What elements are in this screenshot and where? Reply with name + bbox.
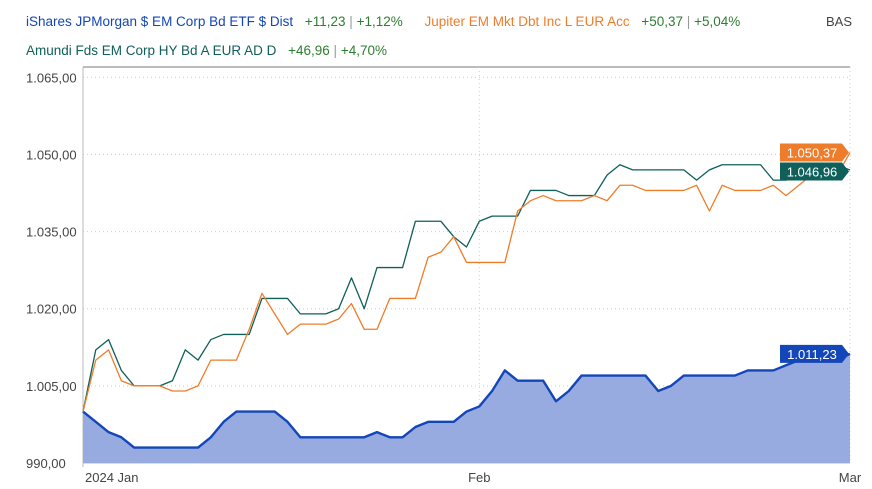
legend-name-jupiter: Jupiter EM Mkt Dbt Inc L EUR Acc xyxy=(424,14,630,29)
y-tick-label: 1.050,00 xyxy=(26,147,77,162)
legend-name-ishares: iShares JPMorgan $ EM Corp Bd ETF $ Dist xyxy=(26,14,294,29)
end-value-label: 1.046,96 xyxy=(787,165,838,180)
legend-item-jupiter[interactable]: Jupiter EM Mkt Dbt Inc L EUR Acc +50,37 … xyxy=(425,14,741,29)
legend-pct-change-jupiter: +5,04% xyxy=(694,14,741,29)
legend-separator: | xyxy=(333,43,338,58)
x-tick-label: 2024 Jan xyxy=(85,470,139,485)
series-line-jupiter xyxy=(82,152,851,412)
legend-row-2: Amundi Fds EM Corp HY Bd A EUR AD D +46,… xyxy=(26,43,405,58)
legend-pct-change-amundi: +4,70% xyxy=(340,43,387,58)
legend-abs-change-amundi: +46,96 xyxy=(288,43,330,58)
series-line-amundi xyxy=(82,164,851,412)
end-value-badge xyxy=(780,162,849,181)
legend-name-amundi: Amundi Fds EM Corp HY Bd A EUR AD D xyxy=(26,43,277,58)
legend-abs-change-jupiter: +50,37 xyxy=(641,14,684,29)
end-value-label: 1.050,37 xyxy=(787,146,838,161)
legend-row-1: iShares JPMorgan $ EM Corp Bd ETF $ Dist… xyxy=(26,14,758,29)
y-tick-label: 1.005,00 xyxy=(26,379,77,394)
corner-label: BAS xyxy=(825,14,852,29)
legend-abs-change-ishares: +11,23 xyxy=(304,14,346,29)
legend-item-ishares[interactable]: iShares JPMorgan $ EM Corp Bd ETF $ Dist… xyxy=(26,14,407,29)
end-value-label: 1.011,23 xyxy=(787,347,837,362)
end-value-badge xyxy=(780,143,849,162)
legend-separator: | xyxy=(349,14,353,29)
y-tick-label: 1.065,00 xyxy=(26,70,77,85)
x-tick-label: Feb xyxy=(468,470,490,485)
legend-pct-change-ishares: +1,12% xyxy=(356,14,403,29)
y-tick-label: 1.035,00 xyxy=(26,225,77,240)
series-line-ishares xyxy=(82,352,851,449)
end-value-badge xyxy=(780,344,849,363)
x-tick-label: Mar xyxy=(839,470,862,485)
y-tick-label: 1.020,00 xyxy=(26,302,77,317)
series-area-fill xyxy=(83,353,850,463)
legend-item-amundi[interactable]: Amundi Fds EM Corp HY Bd A EUR AD D +46,… xyxy=(26,43,387,58)
legend-separator: | xyxy=(686,14,691,29)
y-tick-label: 990,00 xyxy=(26,456,66,471)
